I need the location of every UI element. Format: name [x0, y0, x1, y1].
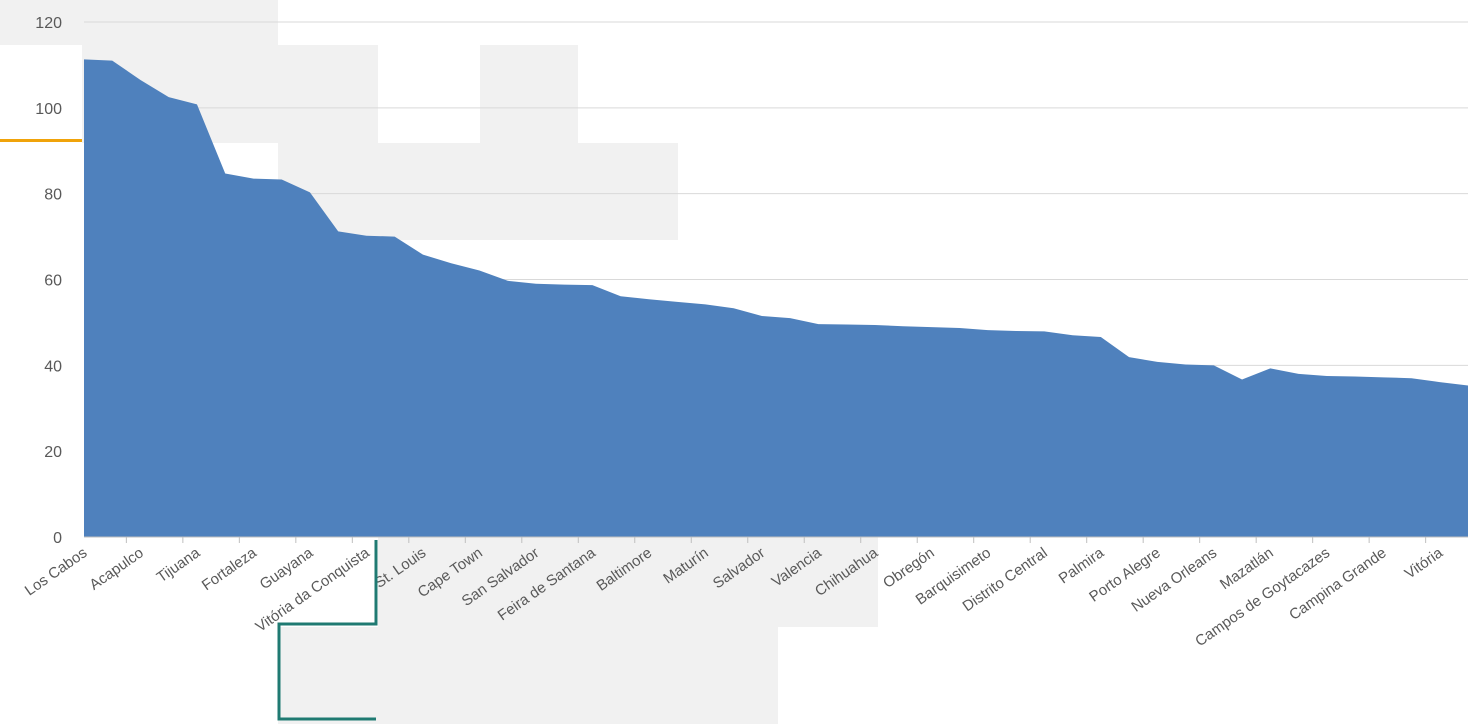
y-tick-label: 80	[44, 187, 62, 204]
x-axis-ticks	[125, 537, 1427, 543]
x-tick-label: Acapulco	[86, 544, 146, 593]
y-tick-label: 120	[35, 15, 62, 32]
x-tick-label: Tijuana	[154, 544, 204, 586]
y-tick-label: 60	[44, 273, 62, 290]
y-tick-label: 0	[53, 530, 62, 547]
background-tiles	[0, 0, 878, 724]
x-tick-label: Palmira	[1056, 544, 1108, 587]
x-tick-label: Fortaleza	[199, 544, 261, 594]
area-series	[84, 59, 1468, 538]
orange-accent-line	[0, 139, 82, 142]
y-tick-label: 20	[44, 444, 62, 461]
y-tick-label: 40	[44, 358, 62, 375]
y-axis: 0 20 40 60 80 100 120	[35, 15, 62, 547]
x-tick-label: Vitória	[1402, 544, 1447, 583]
x-tick-label: Los Cabos	[22, 544, 90, 599]
y-tick-label: 100	[35, 101, 62, 118]
x-tick-label: Campina Grande	[1286, 544, 1389, 623]
teal-bracket-decoration	[277, 540, 378, 721]
